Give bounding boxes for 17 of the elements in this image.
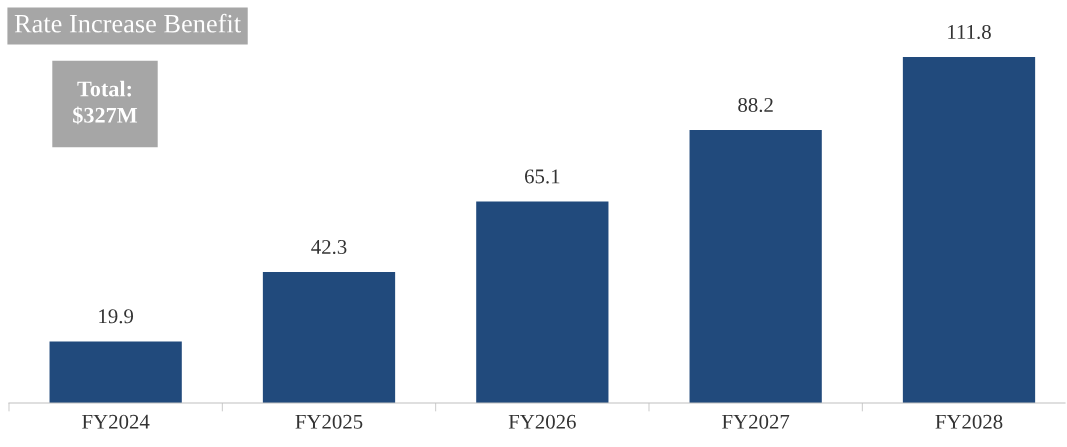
data-label: 88.2 [738,97,773,113]
bar [49,341,182,403]
bar [902,57,1036,403]
x-tick-label: FY2026 [508,414,576,429]
x-tick-label: FY2025 [295,414,363,429]
x-tick-label: FY2027 [722,414,790,429]
data-label: 19.9 [99,309,134,324]
bar [262,272,396,403]
annotation: Total: $327M [73,80,138,125]
data-label: 42.3 [311,240,347,255]
x-tick-label: FY2028 [935,414,1003,429]
data-label: 111.8 [948,24,991,40]
data-label: 65.1 [525,169,560,184]
chart-title: Rate Increase Benefit [14,13,241,33]
bar [476,201,609,403]
bar [689,130,822,403]
x-tick-label: FY2024 [82,414,150,429]
